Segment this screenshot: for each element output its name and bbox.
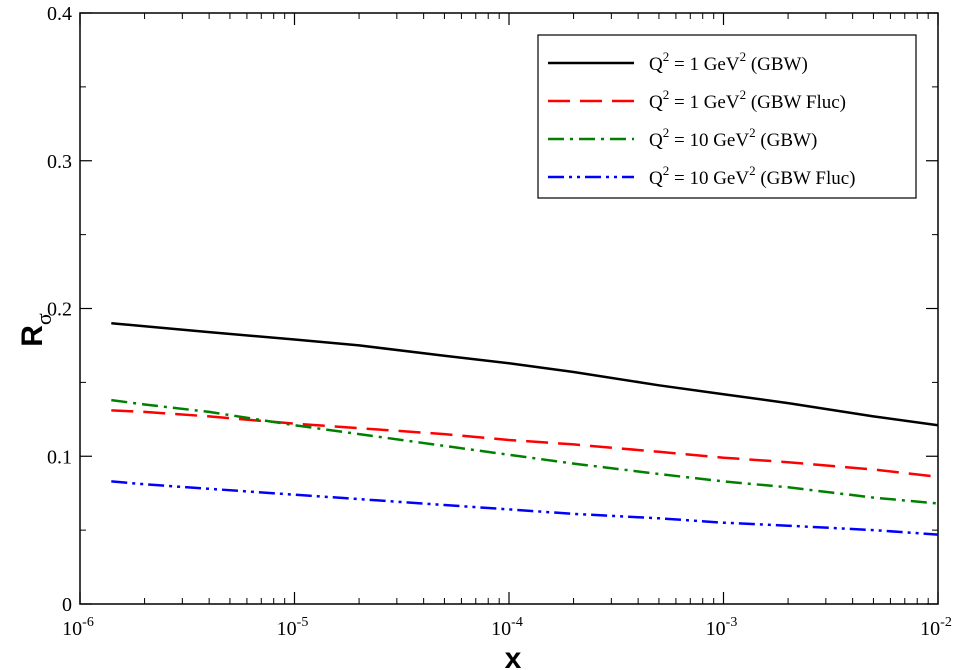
- x-tick-label: 10-6: [62, 615, 94, 640]
- legend-label-sup: 2: [663, 49, 670, 64]
- series-line: [111, 409, 939, 479]
- x-tick-exponent: -5: [297, 615, 309, 630]
- legend-label-part: Q: [649, 168, 663, 189]
- y-tick-label: 0: [62, 594, 72, 616]
- series-line: [111, 322, 939, 427]
- y-tick-label: 0.2: [47, 299, 72, 321]
- x-tick-exponent: -4: [511, 615, 523, 630]
- legend-label: Q2 = 1 GeV2 (GBW): [649, 49, 808, 75]
- legend-label: Q2 = 1 GeV2 (GBW Fluc): [649, 87, 846, 113]
- series-line: [111, 480, 939, 536]
- legend-label-sup: 2: [663, 163, 670, 178]
- x-tick-label: 10-2: [920, 615, 952, 640]
- series-line: [111, 398, 939, 505]
- x-tick-label: 10-4: [491, 615, 523, 640]
- legend-label: Q2 = 10 GeV2 (GBW): [649, 125, 817, 151]
- x-tick-label: 10-5: [277, 615, 309, 640]
- x-tick-base: 10: [920, 618, 940, 640]
- legend-label-part: (GBW): [756, 130, 818, 151]
- legend-label-sup: 2: [740, 87, 747, 102]
- x-tick-base: 10: [62, 618, 82, 640]
- legend-label-part: (GBW Fluc): [756, 168, 856, 189]
- legend-label-part: = 1 GeV: [669, 92, 740, 113]
- legend-label-sup: 2: [663, 87, 670, 102]
- x-tick-base: 10: [277, 618, 297, 640]
- x-tick-exponent: -2: [940, 615, 952, 630]
- legend-label-part: = 10 GeV: [669, 168, 749, 189]
- legend-label-sup: 2: [749, 125, 756, 140]
- legend-label-part: (GBW): [746, 54, 808, 75]
- legend-label-part: (GBW Fluc): [746, 92, 846, 113]
- legend-label-part: Q: [649, 130, 663, 151]
- y-axis-label: Rσ: [16, 313, 56, 347]
- legend-label-part: = 10 GeV: [669, 130, 749, 151]
- legend: Q2 = 1 GeV2 (GBW)Q2 = 1 GeV2 (GBW Fluc)Q…: [537, 34, 917, 199]
- x-tick-exponent: -3: [726, 615, 738, 630]
- legend-label-sup: 2: [663, 125, 670, 140]
- x-tick-label: 10-3: [706, 615, 738, 640]
- series-group: [111, 322, 939, 536]
- legend-label-sup: 2: [749, 163, 756, 178]
- y-tick-label: 0.1: [47, 446, 72, 468]
- y-tick-label: 0.4: [47, 3, 72, 25]
- legend-label-sup: 2: [740, 49, 747, 64]
- legend-label-part: = 1 GeV: [669, 54, 740, 75]
- x-axis-label: x: [505, 642, 522, 670]
- y-axis-label-subscript: σ: [31, 313, 56, 325]
- legend-label-part: Q: [649, 54, 663, 75]
- y-tick-label: 0.3: [47, 151, 72, 173]
- legend-label: Q2 = 10 GeV2 (GBW Fluc): [649, 163, 856, 189]
- legend-label-part: Q: [649, 92, 663, 113]
- y-axis-label-main: R: [16, 325, 49, 347]
- x-tick-base: 10: [491, 618, 511, 640]
- x-tick-exponent: -6: [82, 615, 94, 630]
- x-tick-base: 10: [706, 618, 726, 640]
